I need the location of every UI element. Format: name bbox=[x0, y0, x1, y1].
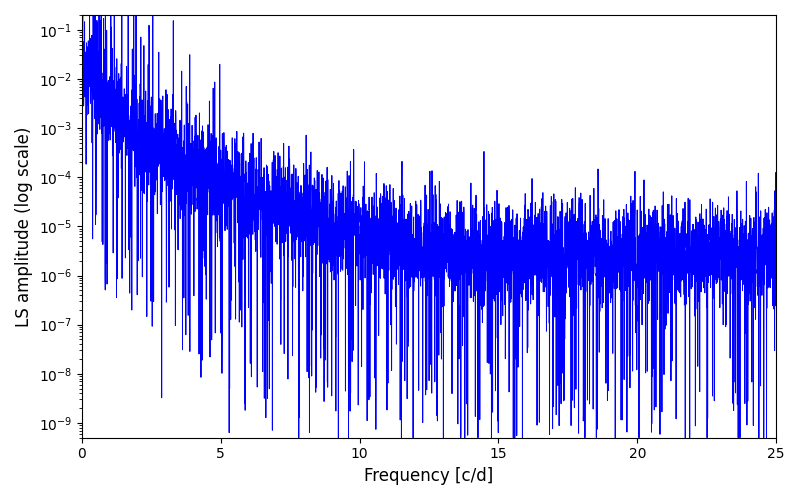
Y-axis label: LS amplitude (log scale): LS amplitude (log scale) bbox=[15, 126, 33, 326]
X-axis label: Frequency [c/d]: Frequency [c/d] bbox=[364, 467, 494, 485]
